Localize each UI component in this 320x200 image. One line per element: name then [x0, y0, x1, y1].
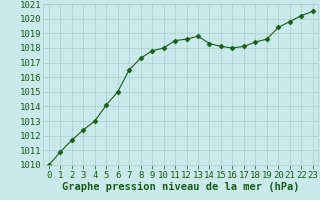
- X-axis label: Graphe pression niveau de la mer (hPa): Graphe pression niveau de la mer (hPa): [62, 182, 300, 192]
